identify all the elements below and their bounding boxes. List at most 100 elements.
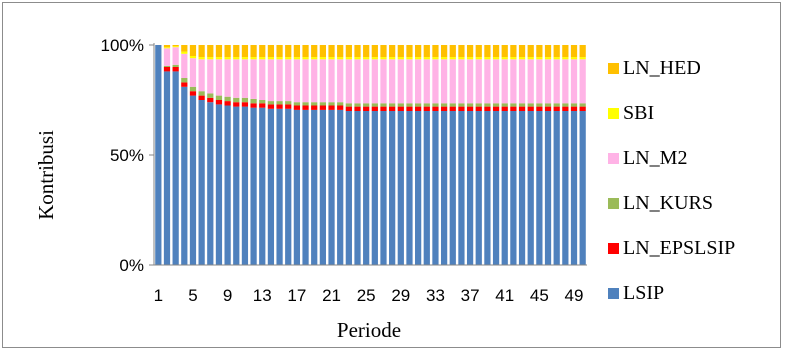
y-tick-label: 0% (119, 256, 144, 275)
bar-segment-ln-epslsip-2 (163, 67, 171, 72)
bar-segment-sbi-47 (553, 57, 560, 60)
bar-segment-ln-kurs-16 (285, 101, 292, 105)
bar-segment-ln-epslsip-38 (475, 106, 482, 111)
bar-segment-ln-m2-23 (345, 59, 352, 104)
bar-segment-ln-hed-31 (415, 45, 422, 58)
bar-segment-lsip-50 (579, 111, 586, 265)
bar-segment-ln-m2-43 (518, 59, 526, 104)
bar-segment-ln-hed-11 (241, 45, 249, 58)
bar-segment-ln-hed-19 (311, 45, 318, 58)
bar-segment-sbi-36 (458, 57, 465, 60)
bar-segment-sbi-41 (501, 57, 508, 60)
bar-segment-ln-epslsip-36 (458, 106, 465, 111)
bar-segment-ln-epslsip-9 (224, 101, 231, 106)
bar-segment-ln-epslsip-45 (536, 106, 543, 111)
x-axis-title: Periode (337, 318, 401, 342)
legend-swatch-ln-m2 (608, 153, 619, 164)
bar-segment-ln-m2-14 (267, 59, 275, 102)
bar-segment-ln-epslsip-30 (406, 106, 413, 111)
bar-segment-ln-kurs-2 (163, 65, 171, 67)
bar-segment-ln-hed-49 (570, 45, 578, 58)
bar-segment-lsip-46 (544, 111, 552, 265)
legend-swatch-ln-epslsip (608, 243, 619, 254)
bar-segment-ln-epslsip-12 (250, 103, 257, 108)
bar-segment-ln-kurs-39 (484, 103, 491, 107)
bar-segment-ln-m2-15 (276, 59, 283, 102)
bar-segment-ln-epslsip-20 (319, 105, 326, 110)
bar-segment-ln-hed-12 (250, 45, 257, 58)
bar-segment-ln-hed-44 (527, 45, 534, 58)
bar-segment-sbi-31 (415, 57, 422, 60)
x-tick-label: 33 (426, 286, 445, 305)
bar-segment-ln-kurs-17 (293, 102, 301, 106)
bar-segment-ln-hed-15 (276, 45, 283, 58)
bar-segment-ln-hed-41 (501, 45, 508, 58)
bar-segment-ln-m2-40 (492, 59, 500, 104)
bar-segment-ln-kurs-20 (319, 102, 326, 106)
bar-segment-lsip-26 (371, 111, 378, 265)
bar-segment-sbi-32 (423, 57, 430, 60)
bar-segment-ln-m2-45 (536, 59, 543, 104)
bar-segment-lsip-23 (345, 111, 352, 265)
bar-segment-ln-m2-19 (311, 59, 318, 103)
bar-segment-ln-epslsip-19 (311, 105, 318, 110)
bar-segment-sbi-13 (259, 57, 266, 60)
bar-segment-sbi-27 (380, 57, 387, 60)
bar-segment-ln-m2-26 (371, 59, 378, 104)
bar-segment-ln-kurs-7 (207, 93, 214, 98)
bar-segment-ln-kurs-19 (311, 102, 318, 106)
bar-segment-ln-hed-35 (449, 45, 456, 58)
bar-segment-sbi-19 (311, 57, 318, 60)
bar-segment-ln-epslsip-44 (527, 106, 534, 111)
bar-segment-lsip-10 (233, 106, 240, 265)
bar-segment-lsip-41 (501, 111, 508, 265)
bar-segment-ln-m2-31 (415, 59, 422, 104)
bar-segment-ln-m2-37 (466, 59, 474, 104)
bar-segment-sbi-6 (198, 57, 205, 60)
x-tick-label: 41 (495, 286, 514, 305)
bar-segment-ln-m2-8 (215, 59, 223, 96)
bar-segment-ln-kurs-37 (466, 103, 474, 107)
legend-label-ln-epslsip: LN_EPSLSIP (623, 237, 735, 259)
bar-segment-lsip-25 (363, 111, 370, 265)
bar-segment-ln-hed-50 (579, 45, 586, 58)
bar-segment-ln-kurs-6 (198, 91, 205, 96)
bar-segment-ln-hed-13 (259, 45, 266, 58)
bar-segment-sbi-3 (172, 46, 179, 48)
bar-segment-sbi-9 (224, 57, 231, 60)
bar-segment-ln-kurs-9 (224, 96, 231, 102)
bar-segment-ln-kurs-11 (241, 97, 249, 103)
bar-segment-sbi-25 (363, 57, 370, 60)
legend-label-ln-kurs: LN_KURS (623, 192, 713, 214)
bar-segment-ln-m2-22 (337, 59, 344, 103)
bar-segment-lsip-43 (518, 111, 526, 265)
x-tick-label: 17 (287, 286, 306, 305)
bar-segment-ln-epslsip-41 (501, 106, 508, 111)
bar-segment-lsip-47 (553, 111, 560, 265)
bar-segment-ln-epslsip-43 (518, 106, 526, 111)
bar-segment-ln-epslsip-14 (267, 104, 275, 109)
bar-segment-lsip-42 (510, 111, 517, 265)
bar-segment-ln-m2-7 (207, 59, 214, 94)
bar-segment-ln-kurs-43 (518, 103, 526, 107)
bar-segment-ln-kurs-49 (570, 103, 578, 107)
bar-segment-ln-hed-29 (397, 45, 404, 58)
bar-segment-sbi-15 (276, 57, 283, 60)
bar-segment-ln-m2-24 (354, 59, 361, 104)
bar-segment-sbi-37 (466, 57, 474, 60)
bar-segment-ln-epslsip-3 (172, 67, 179, 72)
bar-segment-ln-hed-43 (518, 45, 526, 58)
bar-segment-lsip-19 (311, 109, 318, 266)
bar-segment-ln-epslsip-31 (415, 106, 422, 111)
bar-segment-ln-hed-2 (163, 45, 171, 48)
bar-segment-ln-kurs-18 (302, 102, 309, 106)
bar-segment-ln-epslsip-46 (544, 106, 552, 111)
bar-segment-ln-epslsip-24 (354, 106, 361, 111)
bar-segment-ln-kurs-27 (380, 103, 387, 107)
bar-segment-ln-hed-8 (215, 45, 223, 58)
bar-segment-lsip-14 (267, 108, 275, 265)
bar-segment-ln-hed-38 (475, 45, 482, 58)
bar-segment-lsip-35 (449, 111, 456, 265)
bar-segment-lsip-4 (181, 86, 188, 265)
bar-segment-sbi-5 (189, 56, 197, 59)
